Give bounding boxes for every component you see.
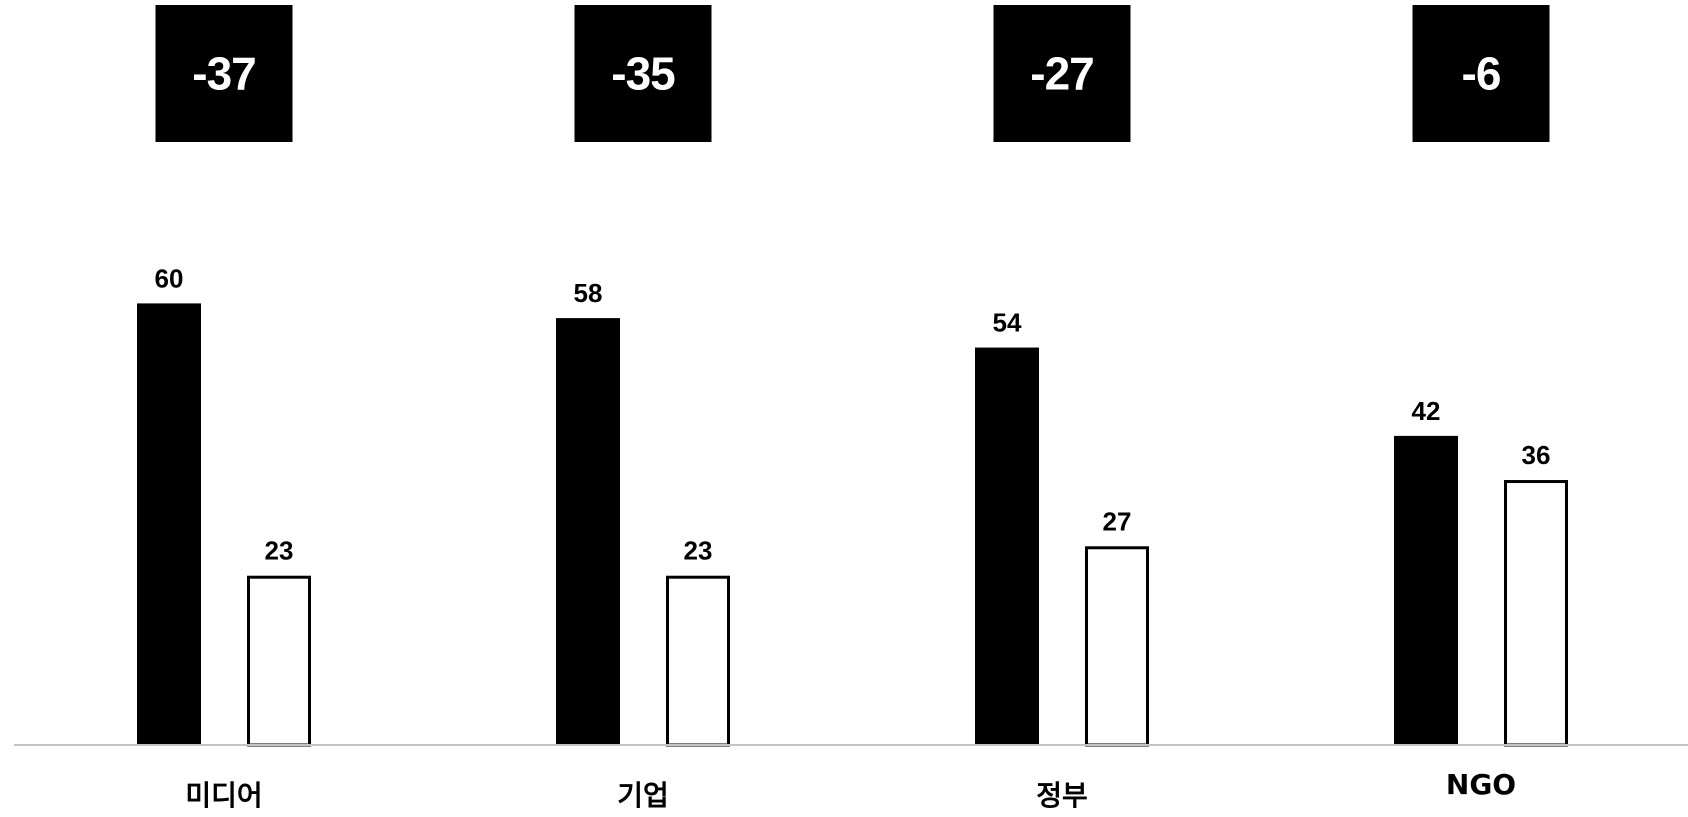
data-label: 54 (993, 308, 1022, 338)
bar-filled (975, 347, 1039, 745)
labels: 60 23 58 23 54 27 42 36 (155, 263, 1551, 565)
bar-outlined (1085, 546, 1149, 747)
bar-outlined (666, 575, 730, 747)
difference-box (1412, 5, 1550, 142)
difference-box (993, 5, 1131, 142)
bar-outlined (247, 575, 311, 747)
bar-filled (137, 303, 201, 745)
category-labels: 미디어 기업 정부 NGO (185, 768, 1516, 812)
data-label: 42 (1412, 396, 1441, 426)
difference-label: -37 (192, 48, 255, 100)
data-label: 23 (265, 536, 294, 566)
data-label: 27 (1103, 506, 1132, 536)
difference-box (155, 5, 293, 142)
difference-label: -27 (1030, 48, 1093, 100)
category-label: 정부 (1036, 779, 1088, 812)
bar-outlined (1504, 480, 1568, 747)
category-label: NGO (1446, 768, 1516, 801)
difference-box (574, 5, 712, 142)
data-label: 36 (1522, 440, 1551, 470)
difference-label: -6 (1462, 48, 1501, 100)
difference-boxes: -37 -35 -27 -6 (155, 5, 1550, 142)
data-label: 58 (574, 278, 603, 308)
difference-label: -35 (611, 48, 675, 100)
data-label: 60 (155, 263, 184, 293)
category-label: 기업 (617, 779, 669, 812)
bars (137, 303, 1568, 747)
category-label: 미디어 (185, 779, 262, 812)
data-label: 23 (684, 536, 713, 566)
bar-filled (1394, 435, 1458, 745)
bar-filled (556, 318, 620, 745)
